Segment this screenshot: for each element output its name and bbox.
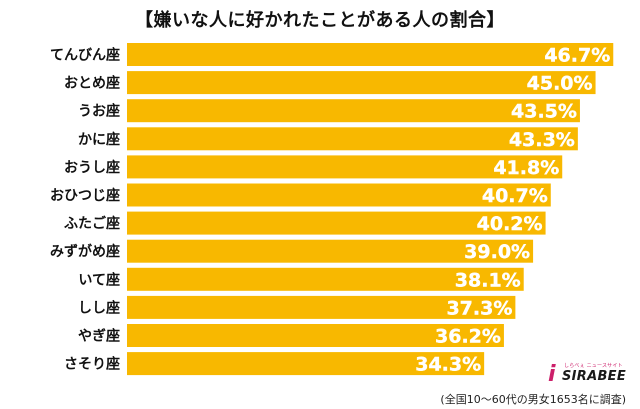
logo-mark-icon: i [548,362,556,387]
chart-footer: (全国10〜60代の男女1653名に調査) [0,390,640,409]
bar [127,183,551,207]
value-label: 34.3% [415,354,481,376]
category-label: やぎ座 [78,328,120,345]
bar [127,127,578,151]
category-label: しし座 [78,299,120,316]
chart-title: 【嫌いな人に好かれたことがある人の割合】 [135,10,505,31]
bar-chart: てんびん座 46.7% おとめ座 45.0% うお座 43.5% かに座 43.3% おうし座 4… [50,43,614,376]
category-label: おとめ座 [64,75,120,92]
bar [127,43,614,66]
bar [127,71,596,95]
value-label: 40.2% [477,213,543,235]
bar [127,295,516,319]
sirabee-logo: しらべぇ ニュースサイト i SIRABEE [540,362,636,388]
category-label: かに座 [78,131,120,148]
value-label: 43.5% [511,101,577,123]
bar [127,324,504,347]
bar [127,239,534,263]
category-label: うお座 [78,103,120,120]
category-label: さそり座 [64,356,120,373]
value-label: 36.2% [435,326,501,348]
value-label: 38.1% [455,269,521,291]
value-label: 40.7% [482,185,548,207]
value-label: 39.0% [464,241,530,263]
bar [127,211,546,235]
logo-wordmark: SIRABEE [562,369,627,384]
logo-tagline: しらべぇ ニュースサイト [564,363,623,369]
category-label: てんびん座 [50,47,120,64]
category-label: ふたご座 [64,215,120,232]
bar [127,99,580,123]
bar [127,155,563,179]
value-label: 46.7% [544,45,610,67]
bar [127,267,524,291]
category-label: みずがめ座 [50,243,120,260]
bar [127,352,485,376]
value-label: 43.3% [509,129,575,151]
value-label: 37.3% [446,297,512,319]
value-label: 45.0% [527,73,593,95]
category-label: おうし座 [64,159,120,176]
category-label: いて座 [78,271,120,288]
value-label: 41.8% [493,157,559,179]
survey-note: (全国10〜60代の男女1653名に調査) [440,393,626,406]
category-label: おひつじ座 [50,187,120,204]
